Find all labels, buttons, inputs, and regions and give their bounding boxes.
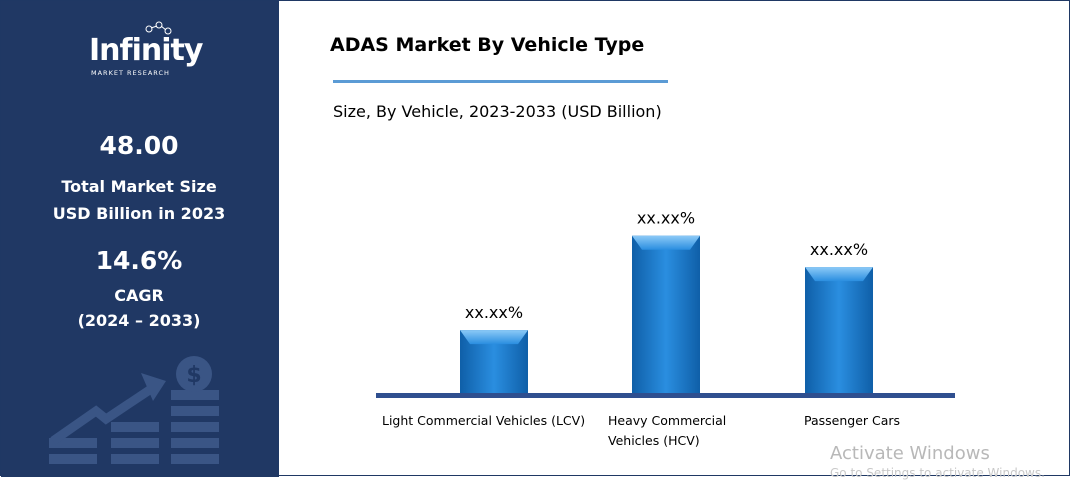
title-underline [333, 80, 668, 83]
activate-windows-watermark: Activate Windows [830, 443, 990, 464]
brand-tagline: MARKET RESEARCH [91, 69, 170, 77]
chart-subtitle: Size, By Vehicle, 2023-2033 (USD Billion… [333, 102, 662, 121]
coin-stack-icon [49, 390, 219, 464]
left-summary-panel: $ Infinity MARKET RESEARCH 48.00 Total M… [1, 1, 277, 477]
bar-2 [805, 267, 873, 393]
trend-arrow-icon [50, 373, 166, 445]
category-label-2-line-0: Passenger Cars [804, 413, 900, 428]
data-label-0: xx.xx% [465, 303, 523, 322]
chart-title: ADAS Market By Vehicle Type [330, 34, 645, 56]
data-label-2: xx.xx% [810, 240, 868, 259]
cagr-period: (2024 – 2033) [77, 311, 201, 330]
market-size-unit: USD Billion in 2023 [52, 204, 226, 223]
market-size-value: 48.00 [99, 131, 179, 160]
bar-body [632, 235, 700, 393]
bar-1 [632, 235, 700, 393]
activate-windows-hint: Go to Settings to activate Windows. [830, 466, 1045, 480]
x-axis-baseline [376, 393, 955, 398]
bar-body [805, 267, 873, 393]
dollar-coin-icon: $ [176, 356, 212, 392]
svg-text:$: $ [186, 363, 201, 388]
category-label-0-line-0: Light Commercial Vehicles (LCV) [382, 413, 585, 428]
category-label-1-line-0: Heavy Commercial [608, 413, 726, 428]
category-label-1-line-1: Vehicles (HCV) [608, 433, 700, 448]
bar-0 [460, 330, 528, 393]
bar-cap [460, 330, 528, 345]
brand-name: Infinity [89, 33, 203, 68]
panel-divider [277, 1, 279, 477]
cagr-label: CAGR [114, 286, 164, 305]
bar-cap [632, 235, 700, 250]
bar-cap [805, 267, 873, 282]
market-size-label: Total Market Size [61, 177, 217, 196]
cagr-value: 14.6% [95, 246, 183, 275]
logo-network-icon [145, 21, 172, 35]
growth-illustration: $ [49, 356, 219, 464]
brand-logo: Infinity MARKET RESEARCH [61, 21, 221, 77]
data-label-1: xx.xx% [637, 209, 695, 228]
